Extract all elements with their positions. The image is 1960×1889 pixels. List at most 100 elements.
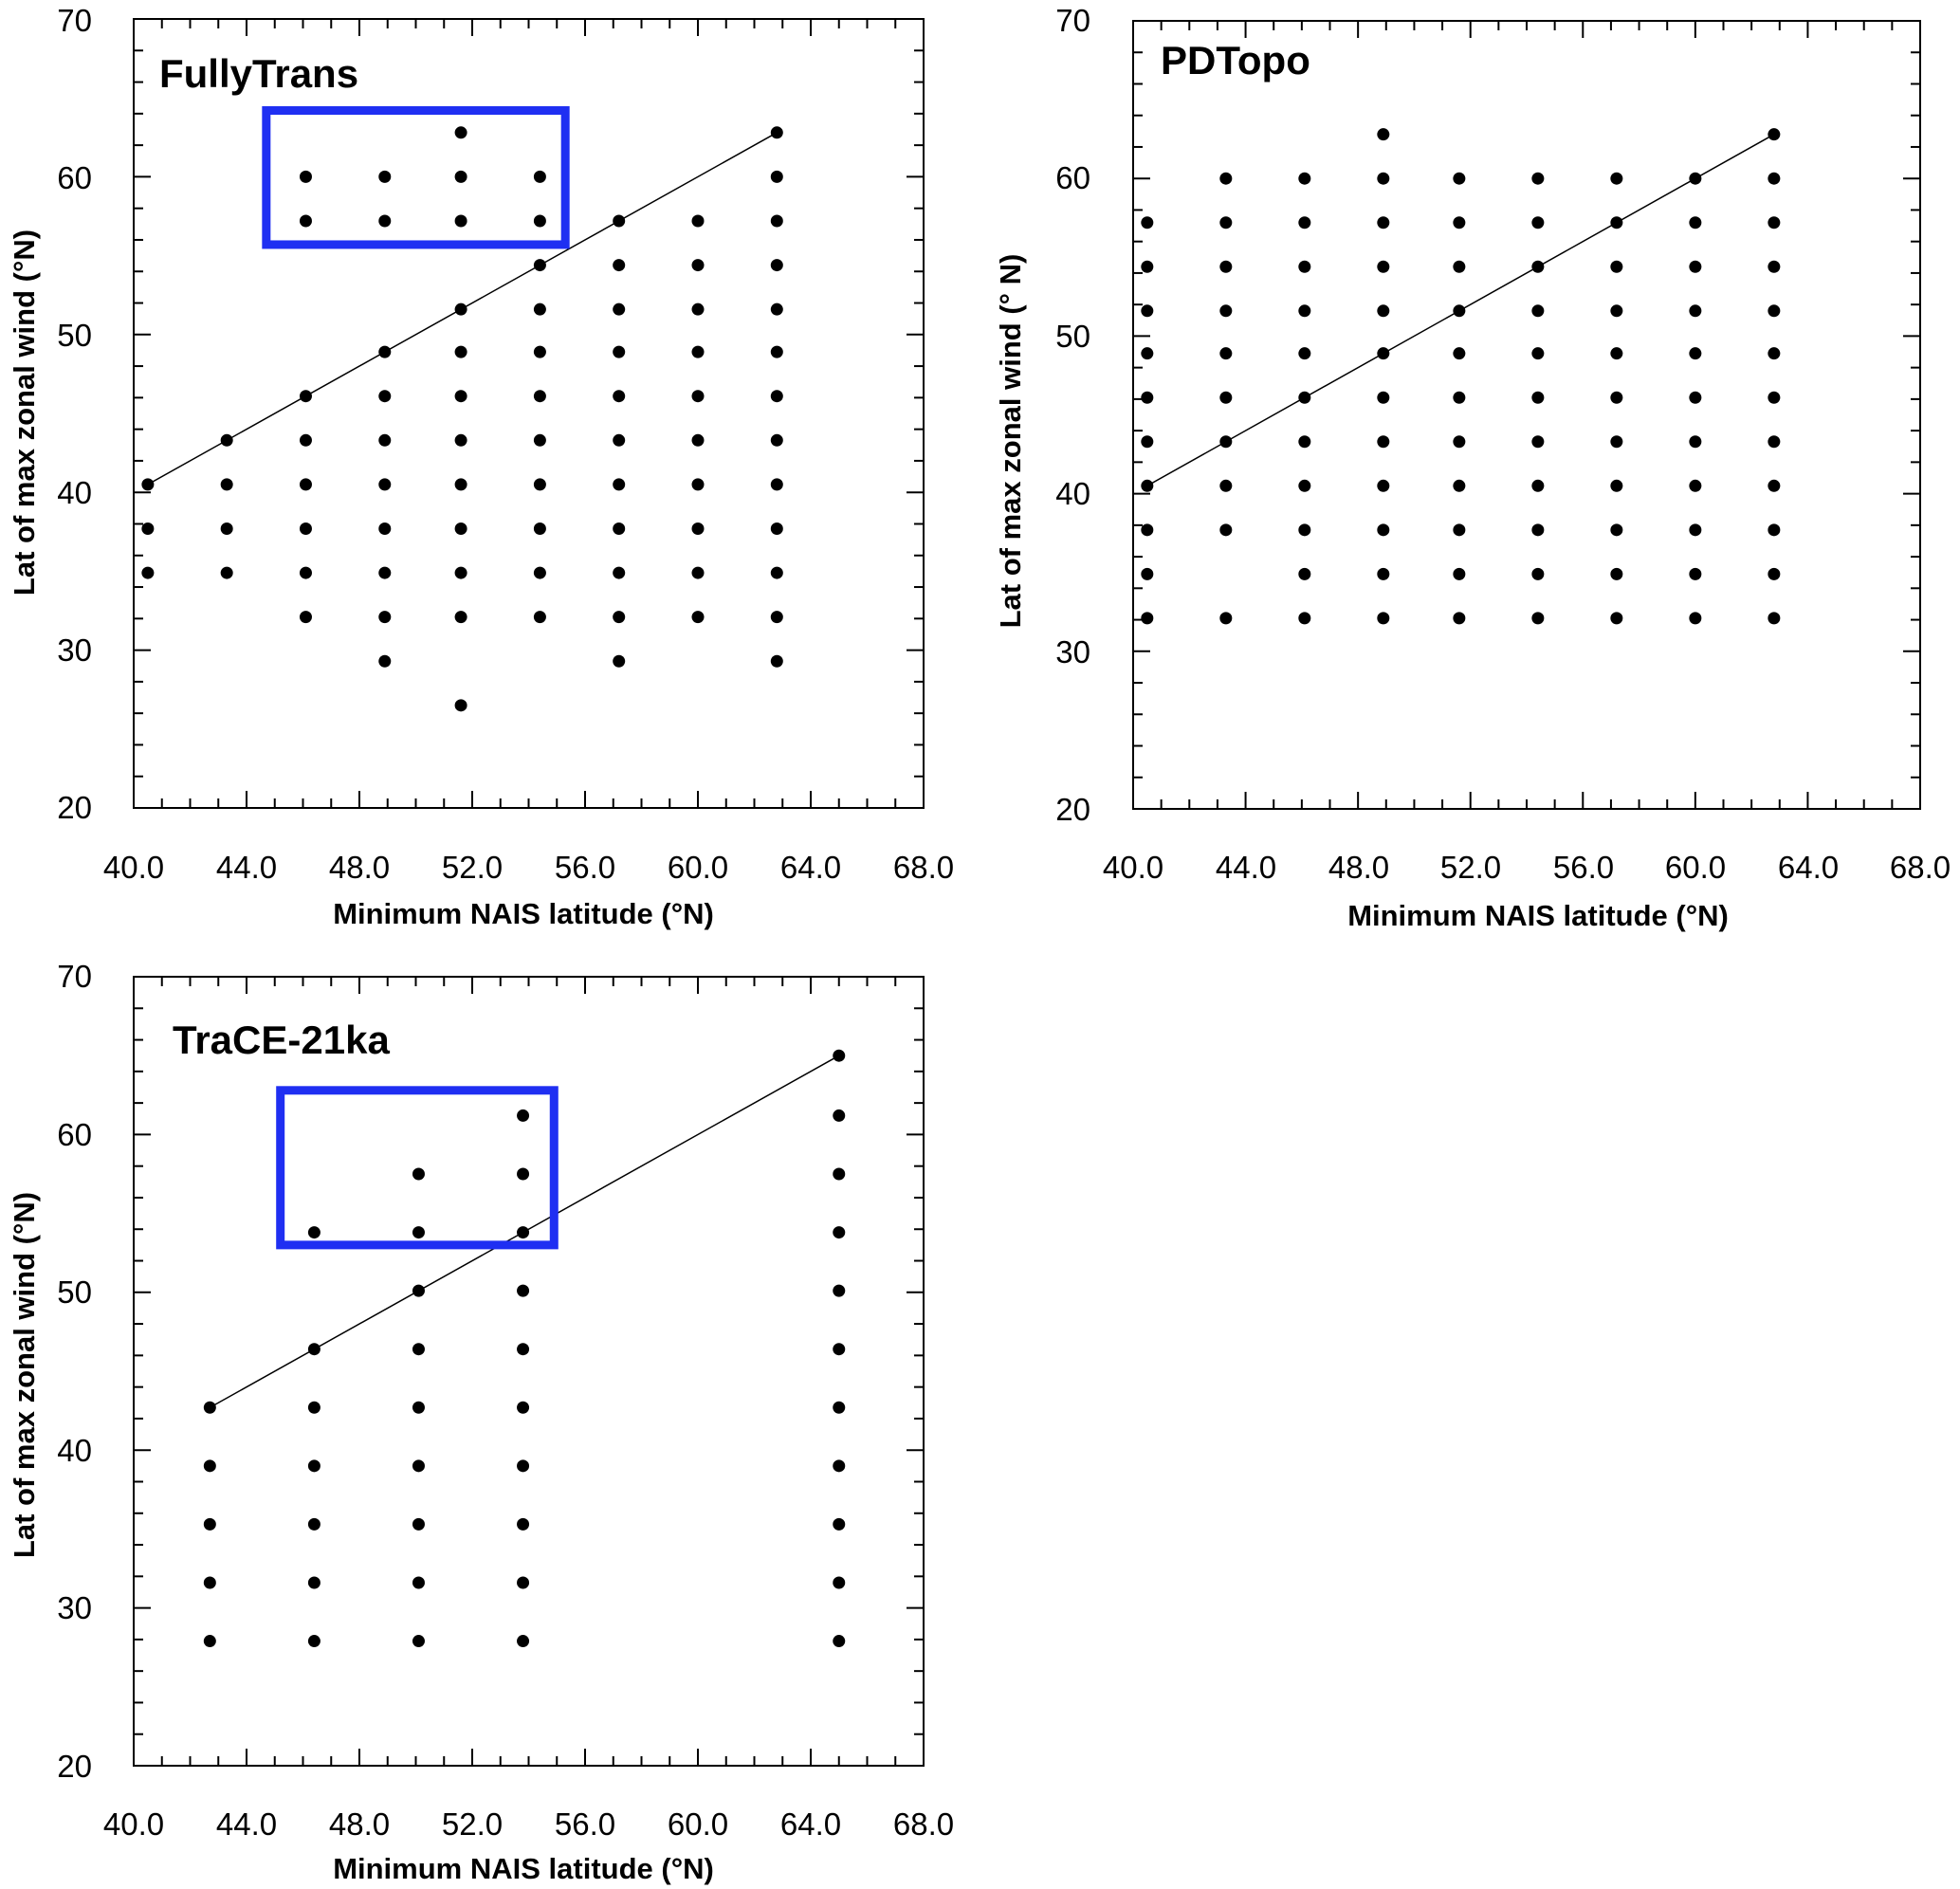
data-point — [1219, 304, 1233, 318]
data-point — [1298, 347, 1311, 360]
data-point — [1689, 216, 1702, 229]
data-point — [378, 611, 392, 624]
data-point — [454, 303, 467, 316]
x-tick-label: 48.0 — [329, 1806, 390, 1842]
data-point — [307, 1517, 321, 1531]
data-point — [517, 1167, 530, 1181]
data-point — [770, 566, 783, 579]
data-point — [203, 1517, 216, 1531]
data-point — [833, 1459, 846, 1473]
data-point — [613, 345, 626, 358]
data-point — [1298, 479, 1311, 492]
data-point — [533, 214, 546, 228]
data-point — [833, 1109, 846, 1122]
data-point — [691, 214, 705, 228]
x-tick-label: 60.0 — [668, 1806, 728, 1842]
data-point — [454, 345, 467, 358]
data-point — [378, 566, 392, 579]
data-point — [220, 433, 233, 447]
data-point — [299, 566, 312, 579]
data-point — [613, 214, 626, 228]
x-tick-label: 68.0 — [893, 1806, 954, 1842]
data-point — [454, 433, 467, 447]
data-point — [1298, 523, 1311, 537]
data-point — [1453, 260, 1466, 273]
data-point — [299, 478, 312, 491]
data-point — [378, 522, 392, 535]
y-axis-title: Lat of max zonal wind (°N) — [8, 229, 41, 596]
data-point — [770, 170, 783, 183]
y-axis-title: Lat of max zonal wind (° N) — [994, 254, 1027, 629]
data-point — [1453, 435, 1466, 449]
x-tick-label: 56.0 — [555, 1806, 615, 1842]
data-point — [1689, 304, 1702, 318]
data-point — [412, 1226, 425, 1239]
data-point — [378, 654, 392, 668]
x-tick-label: 56.0 — [555, 850, 615, 885]
data-point — [1768, 304, 1781, 318]
data-point — [307, 1635, 321, 1648]
data-point — [1610, 172, 1623, 185]
data-point — [1610, 435, 1623, 449]
data-point — [833, 1635, 846, 1648]
data-point — [770, 303, 783, 316]
data-point — [1453, 479, 1466, 492]
y-tick-label: 30 — [57, 1590, 92, 1625]
y-tick-label: 50 — [1055, 319, 1090, 354]
data-point — [1219, 260, 1233, 273]
data-point — [1141, 612, 1154, 625]
data-point — [1377, 479, 1390, 492]
x-tick-label: 64.0 — [1778, 850, 1839, 885]
data-point — [1531, 304, 1545, 318]
data-point — [833, 1401, 846, 1414]
data-point — [1768, 523, 1781, 537]
data-point — [412, 1635, 425, 1648]
data-point — [1768, 612, 1781, 625]
panel-title: PDTopo — [1161, 38, 1310, 83]
y-tick-label: 20 — [57, 790, 92, 825]
data-point — [1768, 216, 1781, 229]
data-point — [378, 345, 392, 358]
data-point — [1377, 391, 1390, 404]
data-point — [1610, 479, 1623, 492]
data-point — [1453, 216, 1466, 229]
y-tick-label: 40 — [57, 475, 92, 510]
data-point — [1531, 435, 1545, 449]
data-point — [533, 303, 546, 316]
x-tick-label: 48.0 — [1328, 850, 1389, 885]
y-tick-label: 50 — [57, 318, 92, 353]
data-point — [691, 478, 705, 491]
data-point — [1453, 172, 1466, 185]
panel-title: FullyTrans — [159, 51, 358, 96]
data-point — [307, 1401, 321, 1414]
x-tick-label: 44.0 — [216, 850, 277, 885]
y-tick-label: 20 — [57, 1749, 92, 1784]
data-point — [454, 522, 467, 535]
data-point — [1453, 567, 1466, 580]
data-point — [1453, 304, 1466, 318]
data-point — [307, 1343, 321, 1356]
data-point — [770, 654, 783, 668]
data-point — [378, 214, 392, 228]
data-point — [1531, 391, 1545, 404]
data-point — [307, 1226, 321, 1239]
data-point — [691, 522, 705, 535]
data-point — [1768, 128, 1781, 141]
data-point — [1531, 216, 1545, 229]
data-point — [1689, 391, 1702, 404]
data-point — [1377, 128, 1390, 141]
x-tick-label: 52.0 — [442, 850, 503, 885]
x-tick-label: 60.0 — [668, 850, 728, 885]
data-point — [1689, 172, 1702, 185]
data-point — [691, 611, 705, 624]
data-point — [770, 611, 783, 624]
data-point — [1377, 347, 1390, 360]
data-point — [1298, 172, 1311, 185]
x-tick-label: 52.0 — [442, 1806, 503, 1842]
plot-frame — [133, 976, 925, 1767]
data-point — [1689, 612, 1702, 625]
x-tick-label: 68.0 — [893, 850, 954, 885]
data-point — [691, 433, 705, 447]
data-point — [203, 1401, 216, 1414]
data-point — [1298, 260, 1311, 273]
